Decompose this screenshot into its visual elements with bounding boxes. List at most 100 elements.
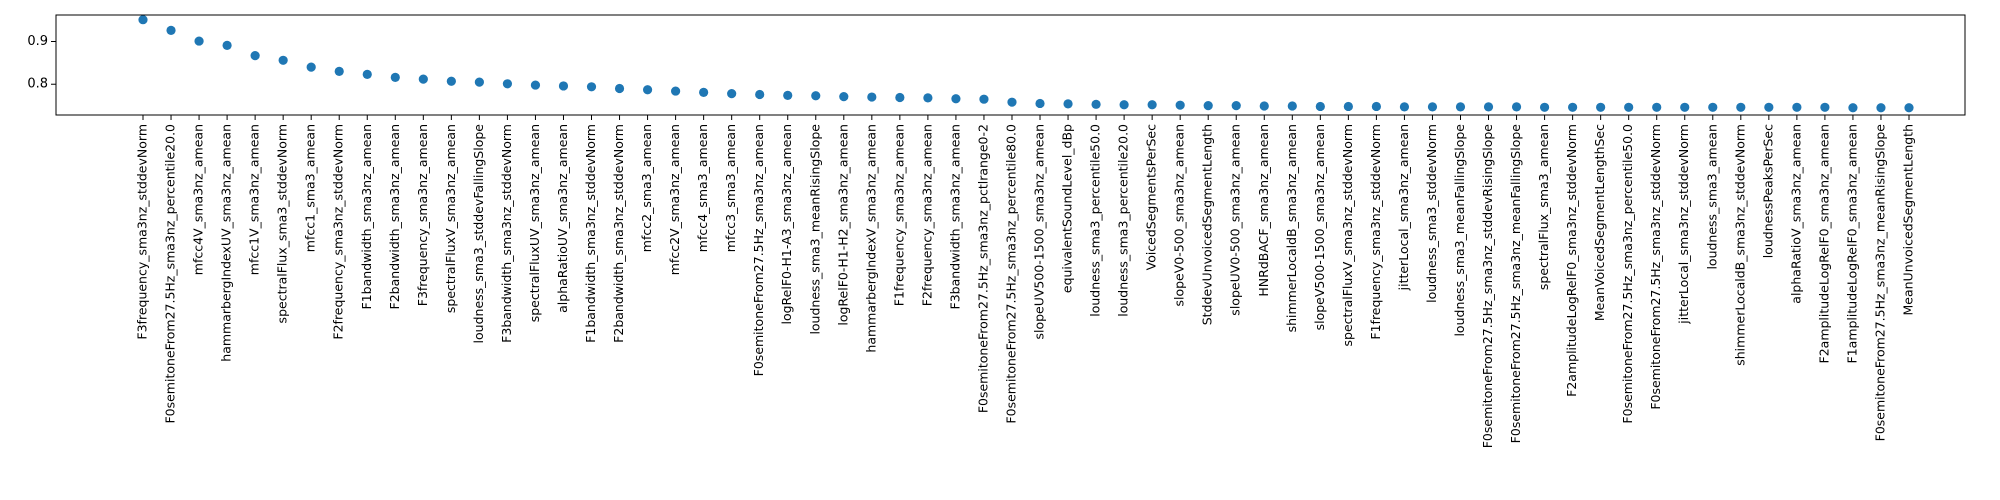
x-tick-label: mfcc1V_sma3nz_amean bbox=[247, 124, 262, 275]
x-tick-label: F3bandwidth_sma3nz_stddevNorm bbox=[499, 124, 514, 343]
data-point bbox=[1568, 102, 1578, 112]
x-tick-label: loudness_sma3_amean bbox=[1704, 124, 1719, 270]
x-tick-label: mfcc2_sma3_amean bbox=[639, 124, 654, 252]
x-tick-label: mfcc2V_sma3nz_amean bbox=[667, 124, 682, 275]
data-point bbox=[1764, 102, 1774, 112]
data-point bbox=[194, 36, 204, 46]
data-point bbox=[1792, 102, 1802, 112]
x-tick-label: F1bandwidth_sma3nz_stddevNorm bbox=[583, 124, 598, 343]
x-tick-label: F1amplitudeLogRelF0_sma3nz_amean bbox=[1844, 124, 1859, 363]
x-tick-label: slopeUV0-500_sma3nz_amean bbox=[1228, 124, 1243, 316]
data-point bbox=[418, 74, 428, 84]
x-tick-label: F2amplitudeLogRelF0_sma3nz_stddevNorm bbox=[1564, 124, 1579, 397]
x-tick-label: F3frequency_sma3nz_amean bbox=[415, 124, 430, 306]
x-tick-label: hammarbergIndexUV_sma3nz_amean bbox=[219, 124, 234, 362]
data-point bbox=[278, 55, 288, 65]
x-tick-label: jitterLocal_sma3nz_stddevNorm bbox=[1676, 124, 1691, 325]
data-point bbox=[138, 15, 148, 25]
x-tick-label: hammarbergIndexV_sma3nz_amean bbox=[863, 124, 878, 353]
data-point bbox=[1483, 102, 1494, 112]
x-tick-label: logRelF0-H1-A3_sma3nz_amean bbox=[779, 124, 794, 324]
plot-area-frame bbox=[55, 14, 1966, 116]
data-point bbox=[1539, 102, 1550, 112]
data-point bbox=[951, 94, 961, 104]
data-point bbox=[699, 87, 709, 97]
data-point bbox=[1427, 102, 1438, 112]
x-tick-label: F0semitoneFrom27.5Hz_sma3nz_percentile80… bbox=[1003, 124, 1018, 424]
data-point bbox=[1596, 102, 1606, 112]
x-tick-label: spectralFlux_sma3_amean bbox=[1536, 124, 1551, 290]
data-point bbox=[306, 62, 316, 72]
data-point bbox=[1203, 100, 1213, 111]
x-tick-label: equivalentSoundLevel_dBp bbox=[1060, 124, 1075, 293]
data-point bbox=[811, 91, 821, 101]
x-tick-label: StddevUnvoicedSegmentLength bbox=[1200, 124, 1215, 325]
data-point bbox=[1063, 99, 1073, 109]
data-point bbox=[1007, 97, 1017, 107]
x-tick-label: spectralFluxUV_sma3nz_amean bbox=[527, 124, 542, 322]
x-tick-label: F2bandwidth_sma3nz_stddevNorm bbox=[611, 124, 626, 343]
data-point bbox=[867, 92, 877, 102]
data-point bbox=[979, 94, 989, 104]
data-points bbox=[138, 15, 1914, 113]
x-tick-label: spectralFluxV_sma3nz_stddevNorm bbox=[1340, 124, 1355, 346]
data-point bbox=[1343, 101, 1353, 112]
x-tick-label: F2bandwidth_sma3nz_amean bbox=[387, 124, 402, 309]
data-point bbox=[1035, 98, 1045, 109]
x-tick-label: spectralFluxV_sma3nz_amean bbox=[443, 124, 458, 313]
x-tick-label: spectralFlux_sma3_stddevNorm bbox=[275, 124, 290, 323]
x-tick-label: F3bandwidth_sma3nz_amean bbox=[947, 124, 962, 309]
data-point bbox=[1511, 102, 1522, 112]
data-point bbox=[362, 69, 372, 80]
data-point bbox=[1175, 100, 1185, 110]
data-point bbox=[642, 85, 653, 95]
data-point bbox=[586, 82, 597, 92]
data-point bbox=[1708, 102, 1718, 112]
x-axis: F3frequency_sma3nz_stddevNorm F0semitoneF… bbox=[135, 115, 1916, 448]
data-point bbox=[446, 76, 456, 86]
data-point bbox=[1287, 101, 1297, 111]
data-point bbox=[530, 80, 541, 90]
x-tick-label: MeanUnvoicedSegmentLength bbox=[1901, 124, 1916, 316]
data-point bbox=[1091, 99, 1101, 109]
data-point bbox=[474, 77, 484, 87]
x-tick-label: mfcc3_sma3_amean bbox=[723, 124, 738, 252]
x-tick-label: mfcc4_sma3_amean bbox=[695, 124, 710, 252]
data-point bbox=[250, 50, 260, 61]
data-point bbox=[1371, 101, 1381, 112]
x-tick-label: loudness_sma3_meanFallingSlope bbox=[1452, 124, 1467, 337]
x-tick-label: loudness_sma3_percentile20.0 bbox=[1116, 124, 1131, 317]
x-tick-label: slopeV500-1500_sma3nz_amean bbox=[1312, 124, 1327, 330]
x-tick-label: slopeUV500-1500_sma3nz_amean bbox=[1032, 124, 1047, 340]
x-tick-label: shimmerLocaldB_sma3nz_amean bbox=[1284, 124, 1299, 332]
x-tick-label: alphaRatioV_sma3nz_amean bbox=[1788, 124, 1803, 304]
x-tick-label: F0semitoneFrom27.5Hz_sma3nz_stddevNorm bbox=[1648, 124, 1663, 410]
data-point bbox=[390, 72, 400, 82]
x-tick-label: shimmerLocaldB_sma3nz_stddevNorm bbox=[1732, 124, 1747, 366]
data-point bbox=[1904, 103, 1914, 113]
x-tick-label: F1frequency_sma3nz_amean bbox=[891, 124, 906, 306]
data-point bbox=[1624, 102, 1634, 112]
x-tick-label: F0semitoneFrom27.5Hz_sma3nz_percentile20… bbox=[163, 124, 178, 424]
data-point bbox=[1119, 100, 1129, 110]
x-tick-label: F0semitoneFrom27.5Hz_sma3nz_percentile50… bbox=[1620, 124, 1635, 424]
data-point bbox=[671, 86, 681, 96]
x-tick-label: F0semitoneFrom27.5Hz_sma3nz_stddevRising… bbox=[1480, 124, 1495, 449]
data-point bbox=[1876, 103, 1886, 113]
data-point bbox=[334, 66, 344, 77]
data-point bbox=[1652, 102, 1662, 112]
x-tick-label: MeanVoicedSegmentLengthSec bbox=[1592, 124, 1607, 321]
x-tick-label: F0semitoneFrom27.5Hz_sma3nz_pctlrange0-2 bbox=[975, 124, 990, 413]
data-point bbox=[502, 79, 513, 89]
x-tick-label: alphaRatioUV_sma3nz_amean bbox=[555, 124, 570, 313]
x-tick-label: loudness_sma3_stddevFallingSlope bbox=[471, 124, 486, 344]
data-point bbox=[1680, 102, 1690, 112]
data-point bbox=[558, 81, 569, 91]
data-point bbox=[1259, 101, 1269, 111]
data-point bbox=[1231, 100, 1241, 111]
x-tick-label: slopeV0-500_sma3nz_amean bbox=[1172, 124, 1187, 307]
data-point bbox=[1455, 102, 1466, 112]
x-tick-label: loudness_sma3_meanRisingSlope bbox=[807, 124, 822, 335]
